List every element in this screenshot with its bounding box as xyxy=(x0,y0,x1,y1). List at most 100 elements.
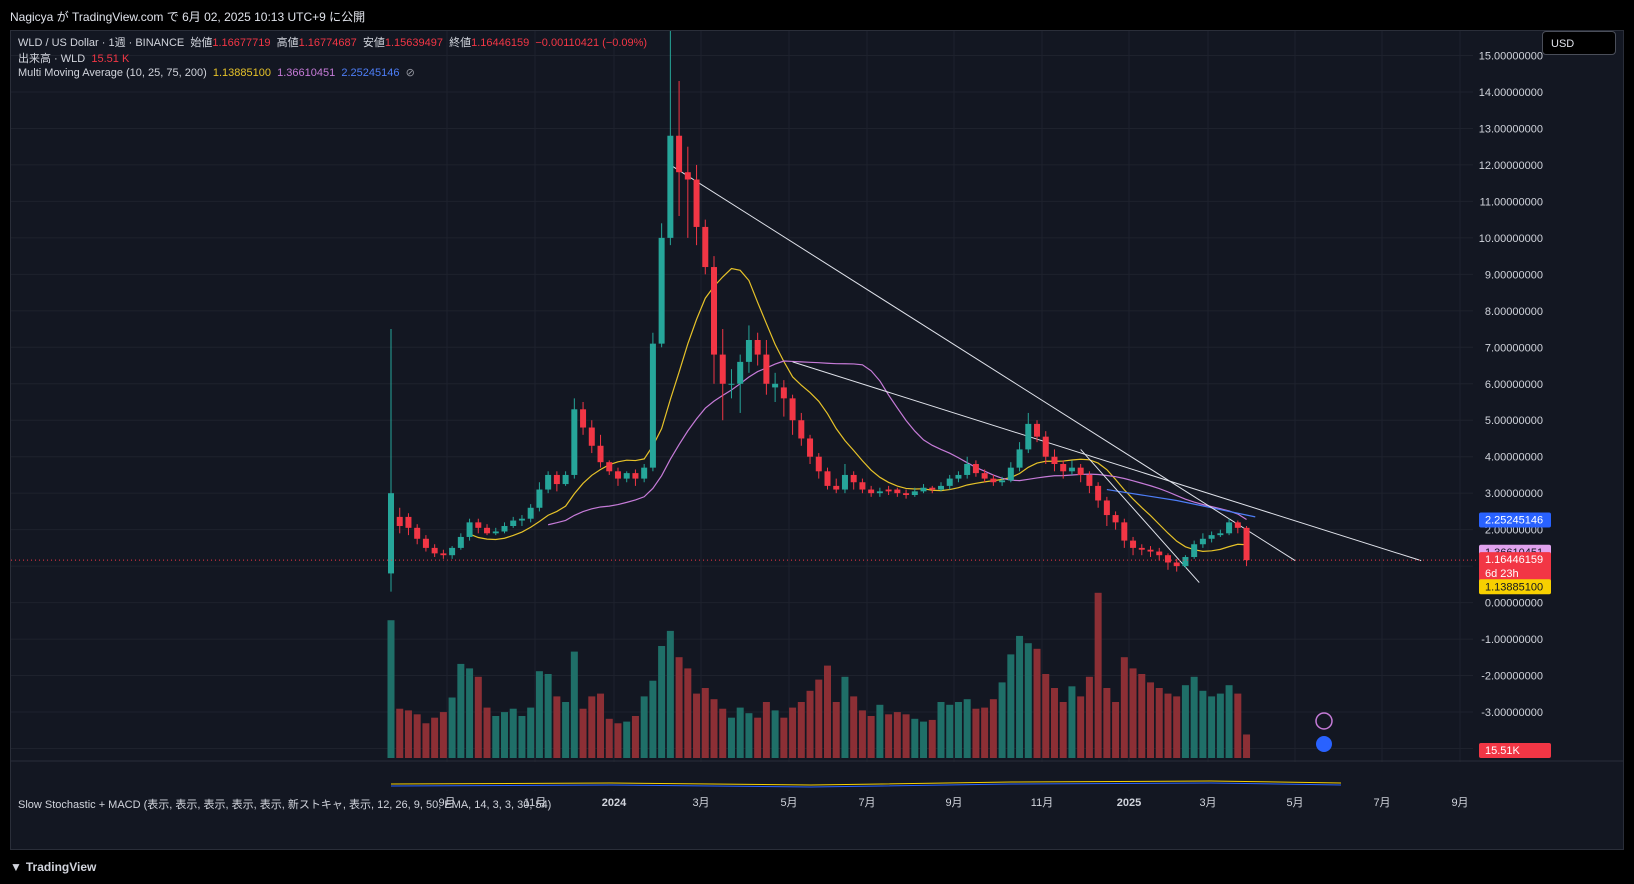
macd-line xyxy=(390,780,1342,786)
volume-bar xyxy=(1112,702,1120,758)
candle-body xyxy=(1156,551,1163,556)
volume-bar xyxy=(579,708,587,758)
volume-bar xyxy=(387,620,395,758)
candle-body xyxy=(1112,515,1119,523)
y-tick-label: 14.00000000 xyxy=(1479,87,1543,99)
candle-body xyxy=(1095,485,1102,501)
volume-bar xyxy=(535,671,543,758)
volume-bar xyxy=(527,707,535,758)
x-tick-label: 7月 xyxy=(858,797,875,809)
trendline-major xyxy=(670,164,1296,562)
tradingview-brand[interactable]: ▼ TradingView xyxy=(10,860,96,874)
volume-bar xyxy=(963,699,971,758)
candle-body xyxy=(745,339,752,362)
volume-bar xyxy=(832,702,840,758)
candle-body xyxy=(885,489,892,492)
volume-bar xyxy=(1173,696,1181,758)
volume-bar xyxy=(902,714,910,758)
x-tick-label: 9月 xyxy=(945,797,962,809)
candle-body xyxy=(588,427,595,446)
candle-body xyxy=(1130,540,1137,548)
candle-body xyxy=(1042,436,1049,457)
candle-body xyxy=(571,409,578,475)
candle-body xyxy=(405,516,412,528)
candle-body xyxy=(414,527,421,539)
candle-body xyxy=(580,409,587,428)
volume-bar xyxy=(404,710,412,758)
volume-bar xyxy=(806,690,814,758)
close-value: 1.16446159 xyxy=(471,37,530,49)
y-tick-label: 4.00000000 xyxy=(1485,452,1543,464)
volume-bar xyxy=(771,710,779,758)
volume-bar xyxy=(466,668,474,758)
last-price-tag-bg xyxy=(1479,552,1551,583)
y-tick-label: 11.00000000 xyxy=(1480,196,1543,208)
volume-bar xyxy=(989,699,997,758)
candle-body xyxy=(527,507,534,519)
volume-legend: 出来高 · WLD 15.51 K xyxy=(18,50,129,66)
hide-eye-icon[interactable]: ⊘ xyxy=(405,67,415,79)
y-tick-label: 15.00000000 xyxy=(1479,51,1543,63)
candle-body xyxy=(1051,456,1058,465)
candle-body xyxy=(990,478,997,483)
x-tick-label: 5月 xyxy=(780,797,797,809)
x-tick-label: 2025 xyxy=(1117,797,1141,809)
indicator-label[interactable]: Slow Stochastic + MACD (表示, 表示, 表示, 表示, … xyxy=(18,799,552,811)
candle-body xyxy=(676,135,683,173)
indicator-legend[interactable]: Slow Stochastic + MACD (表示, 表示, 表示, 表示, … xyxy=(18,796,551,812)
signal-line xyxy=(390,782,1342,788)
chart-svg[interactable]: -4.00000000-3.00000000-2.00000000-1.0000… xyxy=(11,31,1623,849)
candle-body xyxy=(981,473,988,479)
change-value: −0.00110421 (−0.09%) xyxy=(535,37,648,49)
volume-bar xyxy=(1068,686,1076,758)
volume-bar xyxy=(789,707,797,758)
candle-body xyxy=(1173,562,1180,567)
ma-legend: Multi Moving Average (10, 25, 75, 200) 1… xyxy=(18,66,415,79)
candle-body xyxy=(1217,533,1224,536)
candle-body xyxy=(1182,557,1189,567)
volume-bar xyxy=(623,721,631,758)
high-value: 1.16774687 xyxy=(298,37,357,49)
volume-bar xyxy=(396,708,404,758)
low-value: 1.15639497 xyxy=(384,37,443,49)
x-tick-label: 11月 xyxy=(1031,797,1053,809)
candle-body xyxy=(972,464,979,474)
volume-bar xyxy=(553,696,561,758)
candle-body xyxy=(1199,538,1206,545)
chart-pane[interactable]: -4.00000000-3.00000000-2.00000000-1.0000… xyxy=(10,30,1624,850)
symbol-name[interactable]: WLD / US Dollar · 1週 · BINANCE xyxy=(18,37,185,49)
volume-bar xyxy=(710,699,718,758)
volume-bar xyxy=(841,676,849,758)
volume-bar xyxy=(1120,657,1128,758)
candle-body xyxy=(623,473,630,479)
candle-body xyxy=(667,135,674,238)
open-value: 1.16677719 xyxy=(212,37,271,49)
volume-bar xyxy=(544,674,552,758)
x-tick-label: 3月 xyxy=(1199,797,1216,809)
volume-bar xyxy=(1147,682,1155,758)
volume-label[interactable]: 出来高 · WLD xyxy=(18,53,86,65)
volume-bar xyxy=(1033,648,1041,758)
currency-button[interactable]: USD xyxy=(1542,31,1616,55)
candle-body xyxy=(859,482,866,490)
candle-body xyxy=(711,267,718,355)
symbol-legend: WLD / US Dollar · 1週 · BINANCE 始値1.16677… xyxy=(18,34,647,50)
candle-body xyxy=(606,462,613,472)
volume-bar xyxy=(1208,696,1216,758)
candle-body xyxy=(475,522,482,528)
volume-bar xyxy=(876,704,884,758)
trendline-steep xyxy=(1080,449,1200,583)
ma-label[interactable]: Multi Moving Average (10, 25, 75, 200) xyxy=(18,67,207,79)
candle-body xyxy=(937,485,944,490)
y-tick-label: 6.00000000 xyxy=(1485,379,1543,391)
candle-body xyxy=(894,489,901,494)
x-tick-label: 11月 xyxy=(524,797,546,809)
y-tick-label: -3.00000000 xyxy=(1481,707,1543,719)
x-tick-label: 7月 xyxy=(1373,797,1390,809)
candle-body xyxy=(1191,544,1198,558)
candle-body xyxy=(737,361,744,384)
volume-bar xyxy=(693,693,701,758)
volume-bar xyxy=(666,630,674,758)
publish-bar: Nagicya が TradingView.com で 6月 02, 2025 … xyxy=(0,0,1634,30)
y-tick-label: -2.00000000 xyxy=(1481,671,1543,683)
